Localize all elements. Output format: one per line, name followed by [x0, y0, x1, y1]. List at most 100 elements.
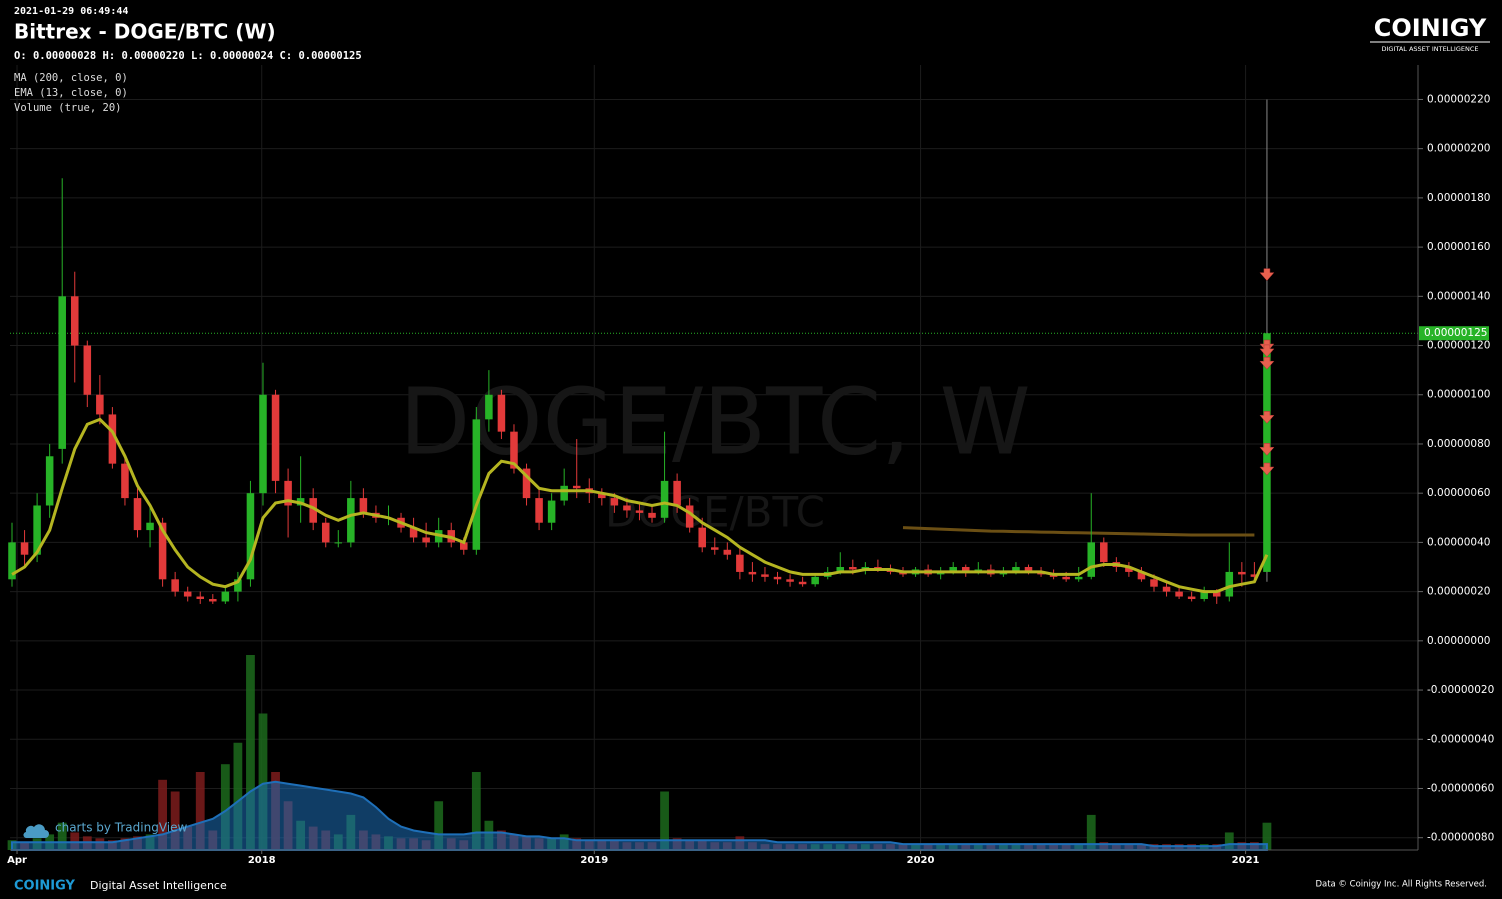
title: Bittrex - DOGE/BTC (W)	[14, 20, 276, 44]
candle-body	[1238, 571, 1246, 575]
tradingview-icon	[23, 824, 49, 839]
candle-body	[773, 576, 782, 580]
candle-body	[698, 527, 706, 548]
y-tick-label: 0.00000080	[1427, 438, 1490, 450]
y-tick-label: -0.00000060	[1427, 782, 1494, 794]
candle-body	[158, 522, 167, 580]
candle-body	[309, 498, 317, 523]
logo-tagline: DIGITAL ASSET INTELLIGENCE	[1382, 45, 1479, 53]
candle-body	[359, 498, 368, 513]
candle-body	[45, 456, 54, 506]
candle-body	[1125, 567, 1133, 572]
indicator: MA (200, close, 0)	[14, 72, 128, 84]
candle-body	[1100, 542, 1108, 563]
volume-bar	[660, 791, 669, 850]
y-tick-label: 0.00000160	[1427, 241, 1490, 253]
candle-body	[58, 296, 66, 449]
volume-bar	[195, 772, 205, 850]
sell-marker	[1259, 344, 1275, 358]
candle-body	[560, 485, 568, 501]
candle-body	[572, 485, 581, 489]
plot	[7, 99, 1418, 851]
watermark: DOGE/BTC, W	[399, 368, 1030, 475]
y-tick-label: 0.00000180	[1427, 192, 1490, 204]
y-tick-label: 0.00000220	[1427, 93, 1490, 105]
candle-body	[334, 542, 343, 544]
candle-body	[736, 554, 744, 572]
indicator: Volume (true, 20)	[14, 102, 121, 114]
sell-marker	[1259, 411, 1275, 424]
candle-body	[33, 505, 41, 555]
candle-body	[836, 567, 845, 572]
candle-body	[460, 542, 468, 550]
candle-body	[1200, 591, 1208, 599]
sell-marker	[1259, 462, 1275, 476]
candle-body	[246, 493, 255, 580]
candle-body	[83, 345, 92, 395]
candle-body	[798, 581, 807, 585]
sell-marker	[1259, 356, 1275, 370]
candle-body	[748, 571, 757, 575]
timestamp: 2021-01-29 06:49:44	[14, 6, 128, 17]
candle-body	[108, 414, 117, 464]
candle-body	[1012, 567, 1020, 572]
candle-body	[761, 574, 769, 577]
volume-bar	[57, 822, 67, 850]
candle-body	[1175, 591, 1183, 597]
candle-body	[598, 493, 606, 499]
volume-bar	[1086, 814, 1096, 850]
x-tick-label: 2021	[1232, 855, 1260, 866]
candle-body	[648, 512, 656, 518]
candle-body	[422, 537, 430, 543]
candle-body	[510, 431, 518, 469]
candle-body	[623, 505, 631, 511]
candle-body	[409, 527, 418, 538]
candle-body	[271, 394, 280, 481]
volume-bar	[158, 779, 167, 850]
candle-body	[146, 522, 154, 531]
x-tick-label: 2019	[580, 855, 608, 866]
y-tick-label: -0.00000020	[1427, 684, 1494, 696]
candle-body	[660, 480, 669, 518]
candle-body	[1162, 586, 1171, 592]
candle-body	[811, 576, 819, 585]
candle-body	[284, 480, 292, 506]
candle-body	[685, 505, 694, 528]
candle-body	[96, 394, 104, 415]
volume-bar	[1262, 822, 1272, 850]
candle-body	[1024, 567, 1033, 572]
candle-body	[20, 542, 29, 555]
ma-line	[902, 526, 1255, 537]
candle-body	[497, 394, 506, 432]
y-tick-label: -0.00000080	[1427, 832, 1494, 844]
candle-body	[786, 579, 794, 582]
candle-body	[1074, 576, 1083, 580]
candle-body	[610, 498, 619, 506]
candle-body	[1087, 542, 1096, 577]
logo: COINIGY	[1374, 14, 1487, 42]
y-tick-label: 0.00000100	[1427, 389, 1490, 401]
candle-body	[522, 468, 531, 499]
candle-body	[547, 500, 556, 523]
volume-ma-area	[11, 780, 1268, 851]
sell-marker	[1259, 443, 1275, 456]
candle-body	[1225, 571, 1234, 597]
candle-body	[347, 498, 355, 543]
volume-bar	[258, 713, 268, 850]
candle-body	[259, 394, 267, 494]
volume-bar	[246, 655, 255, 850]
y-tick-label: 0.00000020	[1427, 586, 1490, 598]
y-tick-label: 0.00000060	[1427, 487, 1490, 499]
candle-body	[221, 591, 230, 602]
candle-body	[711, 547, 719, 550]
candle-body	[209, 598, 217, 602]
y-tick-label: 0.00000200	[1427, 143, 1490, 155]
tradingview-credit[interactable]: charts by TradingView	[55, 821, 187, 835]
ohlc: O: 0.00000028 H: 0.00000220 L: 0.0000002…	[14, 50, 362, 62]
candle-body	[1062, 576, 1070, 580]
footer-brand: COINIGY	[14, 879, 76, 894]
candle-body	[121, 463, 129, 499]
candle-body	[196, 596, 205, 599]
candle-body	[849, 567, 857, 570]
